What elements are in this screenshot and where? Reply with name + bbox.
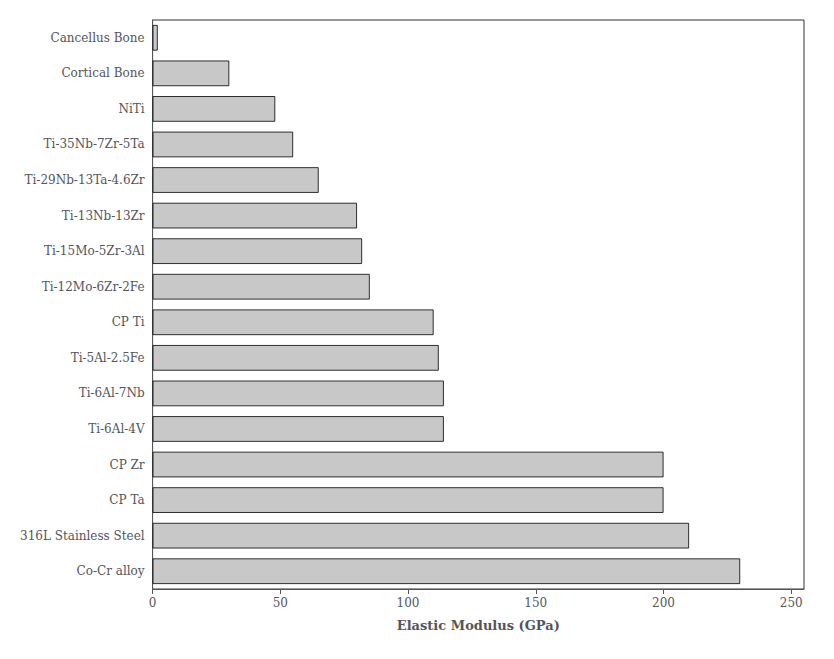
- svg-text:Elastic Modulus (GPa): Elastic Modulus (GPa): [397, 618, 560, 633]
- svg-text:Ti-5Al-2.5Fe: Ti-5Al-2.5Fe: [71, 351, 145, 365]
- svg-text:Cancellus Bone: Cancellus Bone: [50, 31, 144, 45]
- svg-text:Ti-13Nb-13Zr: Ti-13Nb-13Zr: [62, 209, 145, 223]
- svg-text:Ti-12Mo-6Zr-2Fe: Ti-12Mo-6Zr-2Fe: [42, 280, 145, 294]
- svg-text:50: 50: [273, 596, 288, 610]
- svg-text:Ti-29Nb-13Ta-4.6Zr: Ti-29Nb-13Ta-4.6Zr: [24, 173, 144, 187]
- svg-text:316L Stainless Steel: 316L Stainless Steel: [20, 529, 145, 543]
- svg-text:CP Zr: CP Zr: [109, 458, 144, 472]
- svg-text:200: 200: [652, 596, 675, 610]
- svg-text:CP Ti: CP Ti: [112, 315, 145, 329]
- svg-text:CP Ta: CP Ta: [109, 493, 144, 507]
- svg-text:Ti-6Al-7Nb: Ti-6Al-7Nb: [79, 386, 145, 400]
- svg-text:NiTi: NiTi: [118, 102, 144, 116]
- svg-text:Ti-15Mo-5Zr-3Al: Ti-15Mo-5Zr-3Al: [44, 244, 145, 258]
- svg-text:0: 0: [149, 596, 157, 610]
- svg-text:Ti-6Al-4V: Ti-6Al-4V: [88, 422, 145, 436]
- svg-text:100: 100: [397, 596, 420, 610]
- svg-text:250: 250: [780, 596, 803, 610]
- svg-text:Co-Cr alloy: Co-Cr alloy: [77, 564, 145, 578]
- svg-text:Ti-35Nb-7Zr-5Ta: Ti-35Nb-7Zr-5Ta: [44, 137, 145, 151]
- svg-text:150: 150: [524, 596, 547, 610]
- svg-text:Cortical Bone: Cortical Bone: [61, 66, 144, 80]
